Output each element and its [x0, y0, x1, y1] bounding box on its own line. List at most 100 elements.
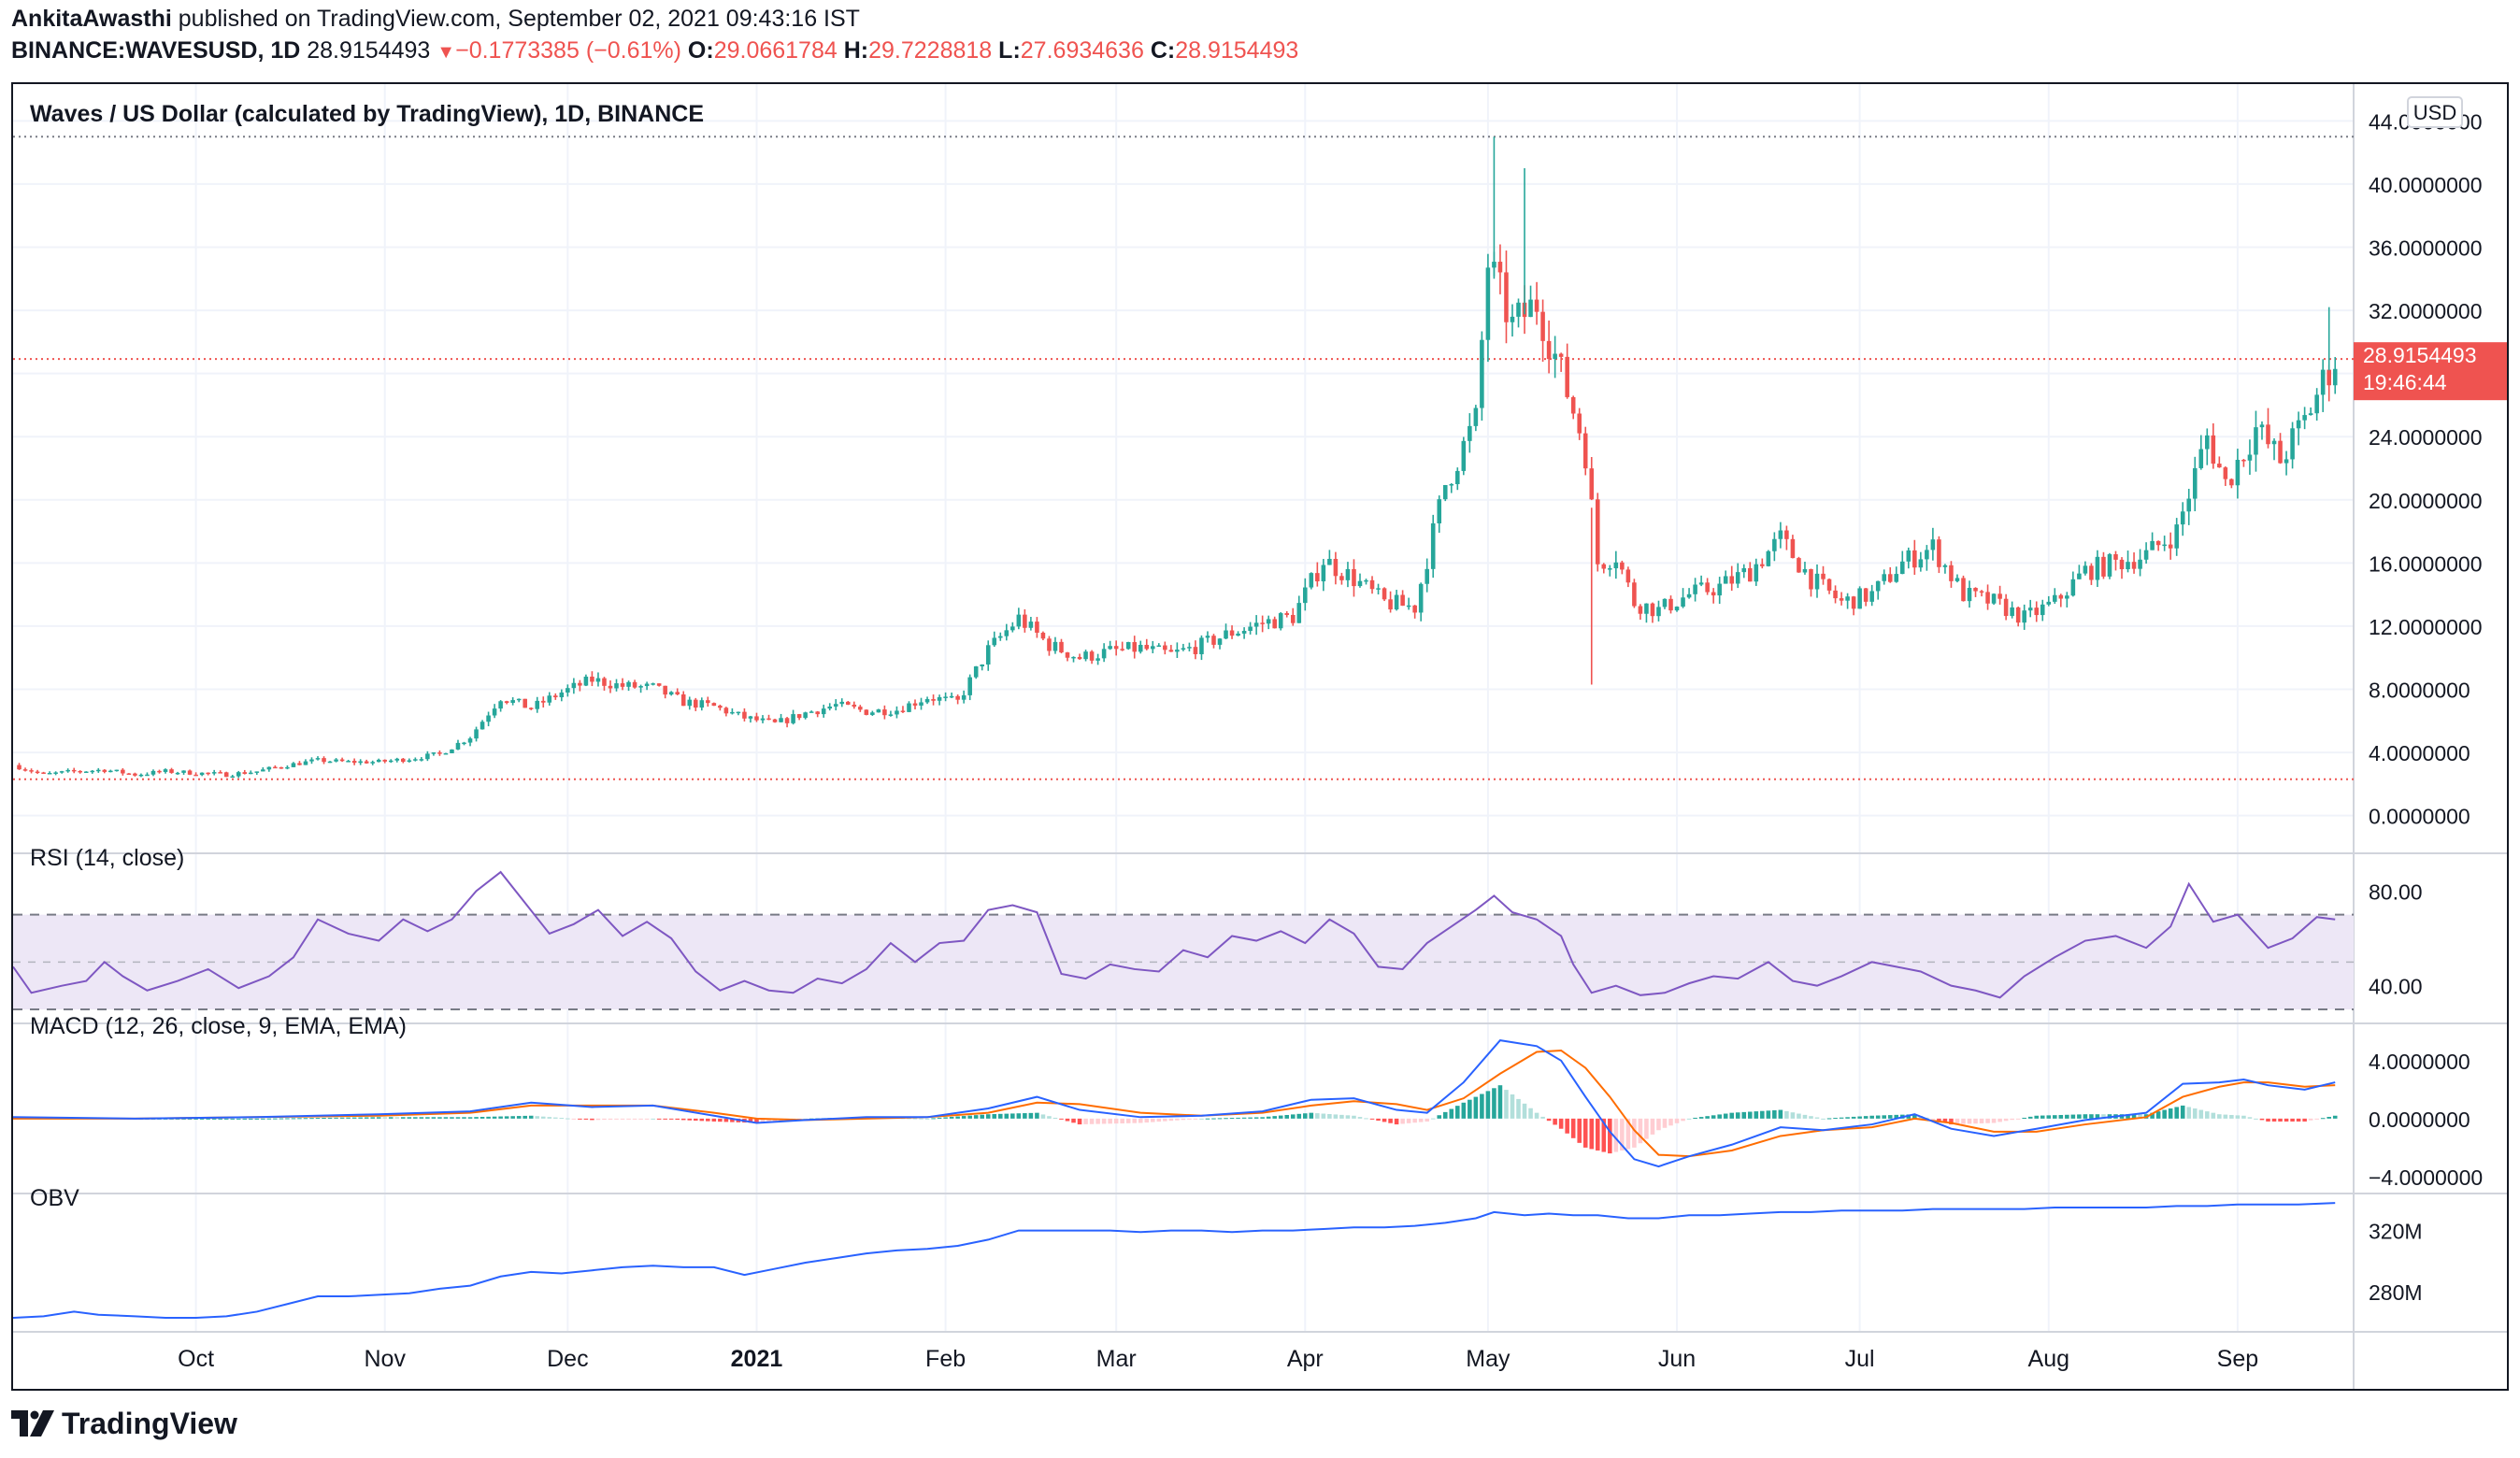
candle-body: [1369, 579, 1375, 590]
price-tick-label: 16.0000000: [2369, 551, 2483, 576]
candle-body: [1723, 576, 1728, 584]
candle-body: [2247, 454, 2253, 461]
last-price-badge-box: [2354, 342, 2507, 401]
candle-body: [1925, 550, 1929, 560]
candle-body: [687, 699, 693, 707]
candle-body: [303, 761, 308, 765]
candle-body: [1869, 591, 1874, 602]
obv-pane[interactable]: [12, 1202, 2336, 1319]
candle-body: [334, 759, 338, 762]
candle-body: [711, 703, 717, 707]
macd-histogram-bar: [364, 1117, 369, 1119]
macd-histogram-bar: [1442, 1111, 1448, 1119]
candle-body: [2083, 565, 2088, 574]
macd-histogram-bar: [223, 1118, 229, 1120]
candle-body: [535, 700, 540, 709]
candle-body: [2058, 594, 2064, 599]
macd-histogram-bar: [2229, 1114, 2234, 1119]
macd-histogram-bar: [547, 1117, 552, 1119]
macd-histogram-bar: [967, 1115, 972, 1119]
macd-histogram-bar: [1668, 1118, 1673, 1126]
currency-badge[interactable]: USD: [2413, 101, 2456, 124]
chart-svg[interactable]: Oct Nov Dec 2021 Feb Mar Apr May Jun Jul Aug Sep 0.0…: [10, 84, 2507, 1389]
macd-histogram-bar: [1248, 1117, 1253, 1119]
rsi-pane[interactable]: [12, 870, 2354, 1010]
macd-histogram-bar: [1260, 1117, 1265, 1119]
macd-histogram-bar: [1784, 1110, 1789, 1119]
macd-histogram-bar: [1473, 1096, 1479, 1119]
macd-histogram-bar: [2192, 1108, 2198, 1119]
candle-body: [2229, 479, 2234, 486]
candle-body: [2284, 459, 2289, 464]
macd-histogram-bar: [1644, 1118, 1649, 1139]
candle-body: [1608, 568, 1612, 570]
candle-body: [498, 701, 503, 709]
candle-body: [1388, 599, 1393, 610]
macd-histogram-bar: [1071, 1118, 1076, 1123]
candle-body: [1979, 591, 1984, 593]
candle-body: [1504, 272, 1509, 322]
x-tick-label: Apr: [1287, 1346, 1324, 1372]
candle-body: [1412, 605, 1417, 613]
candle-body: [1900, 561, 1905, 575]
macd-histogram-bar: [1132, 1118, 1138, 1123]
macd-pane[interactable]: [10, 1039, 2338, 1168]
candle-body: [760, 718, 766, 721]
candle-body: [2290, 428, 2295, 460]
candle-body: [2155, 540, 2161, 546]
macd-histogram-bar: [1418, 1118, 1424, 1122]
candle-body: [474, 729, 479, 739]
candle-body: [1930, 539, 1936, 550]
candle-body: [815, 711, 820, 715]
macd-histogram-bar: [1625, 1118, 1631, 1150]
macd-histogram-bar: [211, 1118, 217, 1120]
macd-histogram-bar: [1656, 1118, 1661, 1131]
macd-histogram-bar: [1674, 1118, 1680, 1123]
macd-histogram-bar: [431, 1117, 437, 1119]
candle-body: [1357, 580, 1363, 587]
macd-histogram-bar: [1497, 1085, 1503, 1119]
macd-histogram-bar: [1632, 1118, 1637, 1148]
tradingview-logo[interactable]: TradingView: [11, 1402, 237, 1445]
macd-histogram-bar: [2095, 1114, 2100, 1119]
candle-body: [1315, 573, 1320, 582]
candle-body: [407, 760, 412, 763]
obv-line: [12, 1202, 2336, 1319]
candle-body: [1406, 605, 1411, 608]
macd-histogram-bar: [249, 1118, 253, 1120]
candle-body: [223, 772, 229, 778]
candle-body: [2107, 554, 2112, 577]
macd-histogram-bar: [1790, 1112, 1796, 1119]
candle-body: [516, 698, 522, 701]
macd-histogram-bar: [1224, 1118, 1228, 1120]
macd-histogram-bar: [351, 1117, 357, 1119]
candle-body: [121, 769, 125, 774]
macd-histogram-bar: [553, 1117, 558, 1119]
macd-histogram-bar: [1930, 1118, 1936, 1120]
macd-histogram-bar: [2296, 1118, 2301, 1122]
macd-histogram-bar: [2089, 1114, 2094, 1119]
symbol-name[interactable]: BINANCE:WAVESUSD, 1D: [11, 37, 301, 64]
macd-histogram-bar: [1504, 1090, 1509, 1119]
candle-body: [1187, 647, 1192, 649]
candle-body: [1582, 433, 1588, 469]
candle-body: [1321, 565, 1326, 582]
candle-body: [157, 770, 162, 773]
macd-histogram-bar: [1016, 1113, 1022, 1119]
price-pane[interactable]: [13, 136, 2354, 780]
macd-histogram-bar: [1570, 1118, 1576, 1138]
macd-histogram-bar: [675, 1118, 680, 1121]
macd-histogram-bar: [2083, 1114, 2088, 1119]
currency-badge-box[interactable]: [2407, 96, 2463, 128]
macd-histogram-bar: [1253, 1117, 1259, 1119]
macd-histogram-bar: [2235, 1115, 2241, 1119]
candle-body: [766, 718, 771, 721]
candle-body: [163, 769, 168, 772]
macd-histogram-bar: [1522, 1103, 1527, 1119]
candle-body: [322, 758, 326, 763]
candle-body: [1089, 651, 1095, 661]
macd-histogram-bar: [2290, 1118, 2295, 1122]
pane-separators: [13, 84, 2507, 1389]
author-name[interactable]: AnkitaAwasthi: [11, 6, 172, 32]
macd-histogram-bar: [1802, 1114, 1808, 1119]
